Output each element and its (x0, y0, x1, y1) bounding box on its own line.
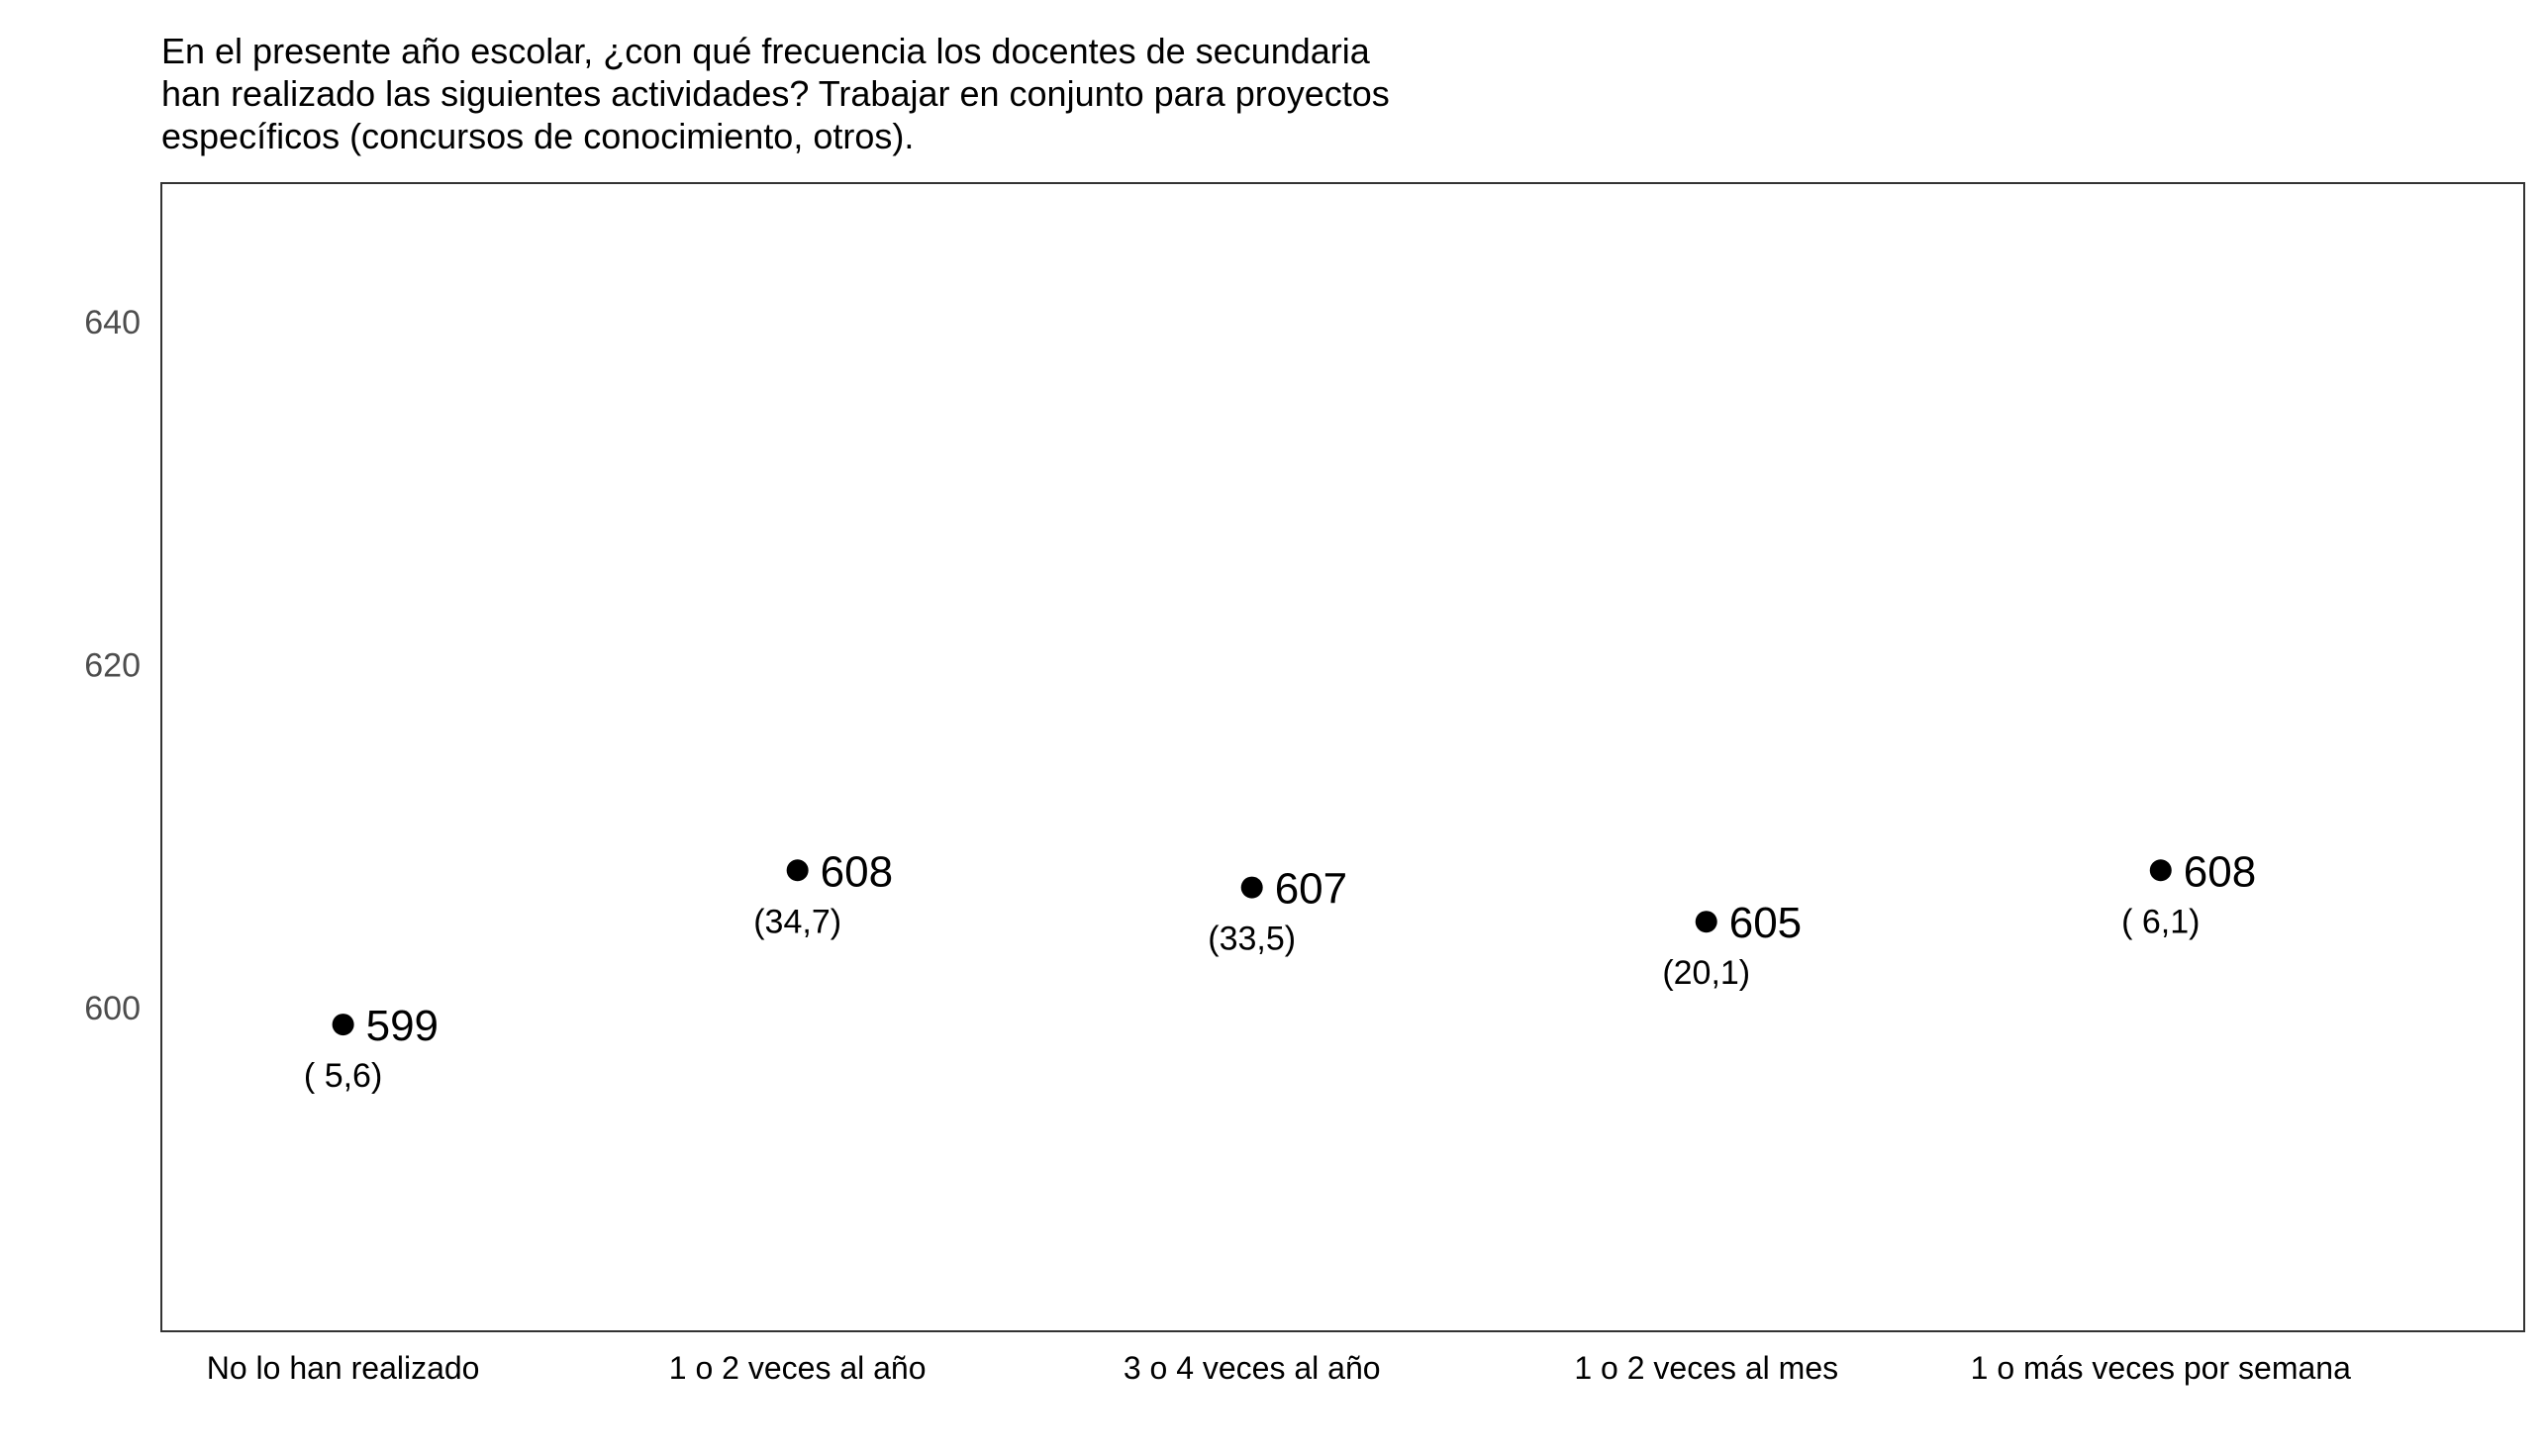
data-value-label: 605 (1729, 899, 1802, 947)
y-axis-ticks: 600 620 640 (84, 304, 141, 1027)
y-tick-label: 620 (84, 647, 141, 685)
title-line-3: específicos (concursos de conocimiento, … (161, 116, 915, 156)
x-tick-label: 1 o más veces por semana (1971, 1350, 2351, 1386)
x-tick-label: 1 o 2 veces al año (669, 1350, 927, 1386)
x-tick-label: 3 o 4 veces al año (1124, 1350, 1381, 1386)
y-tick-label: 640 (84, 304, 141, 341)
data-percent-label: ( 6,1) (2121, 903, 2200, 940)
x-axis-ticks: No lo han realizado 1 o 2 veces al año 3 o… (207, 1350, 2351, 1386)
data-point-marker (1695, 911, 1717, 933)
data-value-label: 608 (2184, 847, 2256, 896)
data-percent-label: ( 5,6) (304, 1057, 382, 1095)
data-point-marker (332, 1014, 354, 1036)
data-value-label: 607 (1275, 865, 1347, 914)
data-percent-label: (34,7) (753, 903, 841, 940)
data-point-marker (786, 859, 809, 882)
data-value-label: 599 (366, 1002, 439, 1050)
data-point-marker (2149, 859, 2172, 882)
data-value-label: 608 (821, 847, 893, 896)
x-tick-label: 1 o 2 veces al mes (1574, 1350, 1838, 1386)
title-line-1: En el presente año escolar, ¿con qué fre… (161, 31, 1370, 71)
chart-title: En el presente año escolar, ¿con qué fre… (161, 30, 1745, 157)
y-tick-label: 600 (84, 990, 141, 1027)
data-point-marker (1240, 876, 1263, 899)
plot-frame (160, 182, 2525, 1332)
data-percent-label: (20,1) (1662, 954, 1750, 992)
data-percent-label: (33,5) (1208, 921, 1296, 958)
data-points: 599 ( 5,6) 608 (34,7) 607 (33,5) 605 (20,1) 608 (… (304, 847, 2256, 1095)
title-line-2: han realizado las siguientes actividades… (161, 73, 1390, 114)
x-tick-label: No lo han realizado (207, 1350, 480, 1386)
